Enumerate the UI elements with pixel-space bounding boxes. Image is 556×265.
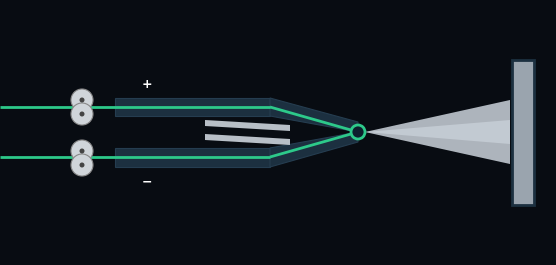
Text: −: − bbox=[142, 175, 152, 188]
Polygon shape bbox=[270, 98, 358, 132]
Circle shape bbox=[71, 103, 93, 125]
Circle shape bbox=[80, 162, 85, 167]
Circle shape bbox=[71, 140, 93, 162]
Circle shape bbox=[351, 125, 365, 139]
Polygon shape bbox=[205, 120, 290, 131]
Circle shape bbox=[71, 89, 93, 111]
Circle shape bbox=[80, 148, 85, 153]
Bar bbox=[115, 148, 270, 167]
Polygon shape bbox=[205, 134, 290, 145]
Text: +: + bbox=[142, 77, 152, 91]
Circle shape bbox=[71, 154, 93, 176]
Polygon shape bbox=[365, 120, 510, 144]
Polygon shape bbox=[365, 100, 510, 164]
Polygon shape bbox=[270, 132, 358, 167]
Circle shape bbox=[80, 112, 85, 117]
Bar bbox=[115, 98, 270, 116]
Bar bbox=[512, 60, 534, 205]
Circle shape bbox=[80, 98, 85, 103]
